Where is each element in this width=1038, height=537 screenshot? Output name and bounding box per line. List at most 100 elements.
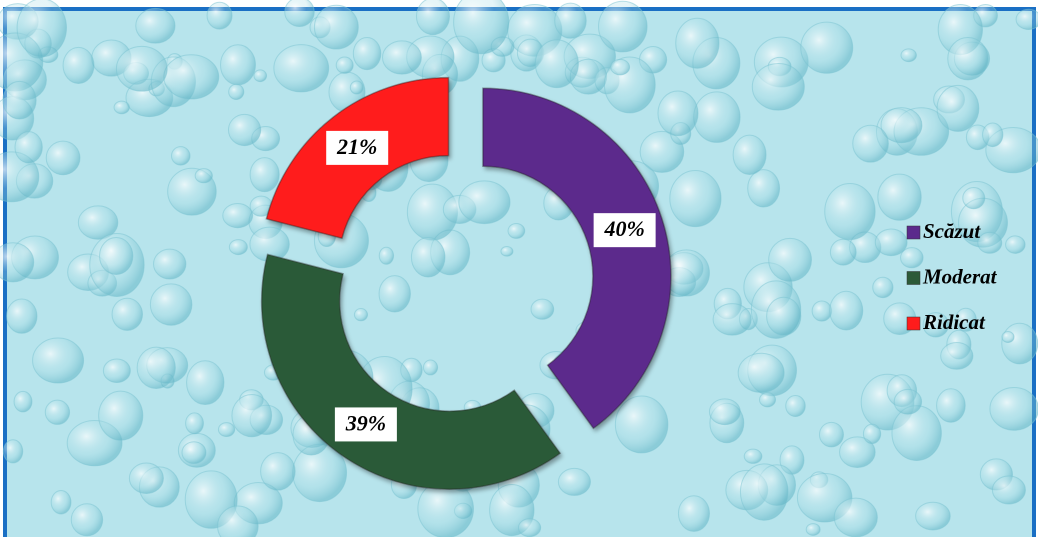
water-drop — [1016, 9, 1038, 29]
water-drop — [801, 22, 853, 73]
water-drop — [379, 276, 410, 312]
water-drop — [261, 453, 296, 490]
water-drop — [676, 18, 719, 68]
water-drop — [983, 123, 1003, 147]
water-drop — [863, 424, 880, 443]
water-drop — [51, 490, 71, 513]
water-drop — [694, 92, 740, 143]
water-drop — [171, 147, 190, 165]
water-drop — [819, 422, 843, 447]
water-drop — [878, 174, 921, 220]
water-drop — [7, 299, 37, 333]
water-drop — [990, 387, 1038, 430]
data-label: 40% — [603, 216, 644, 241]
water-drop — [350, 81, 363, 94]
water-drop — [416, 0, 449, 35]
water-drop — [116, 46, 167, 91]
water-drop — [103, 359, 130, 382]
water-drop — [830, 291, 863, 330]
water-drop — [963, 188, 985, 209]
water-drop — [195, 169, 212, 183]
water-drop — [825, 183, 875, 239]
water-drop — [207, 2, 232, 29]
water-drop — [558, 468, 590, 495]
water-drop — [599, 1, 648, 52]
water-drop — [136, 8, 175, 43]
water-drop — [164, 55, 219, 99]
water-drop — [892, 406, 941, 461]
water-drop — [786, 395, 806, 416]
water-drop — [740, 464, 788, 520]
legend-label: Scăzut — [923, 219, 981, 243]
water-drop — [501, 247, 513, 257]
water-drop — [379, 247, 393, 264]
water-drop — [285, 0, 314, 26]
water-drop — [221, 45, 256, 85]
water-drop — [670, 170, 721, 226]
water-drop — [611, 59, 630, 75]
water-drop — [1006, 236, 1025, 253]
water-drop — [46, 141, 80, 175]
water-drop — [14, 391, 32, 412]
water-drop — [1002, 332, 1014, 343]
water-drop — [254, 70, 267, 82]
water-drop — [853, 125, 889, 162]
water-drop — [767, 297, 801, 335]
water-drop — [518, 519, 540, 537]
water-drop — [228, 114, 260, 145]
water-drop — [738, 353, 784, 392]
water-drop — [873, 277, 893, 297]
water-drop — [678, 496, 709, 532]
water-drop — [129, 463, 163, 493]
water-drop — [114, 101, 129, 114]
water-drop — [274, 45, 329, 92]
legend-swatch — [907, 272, 920, 285]
legend-label: Ridicat — [922, 310, 986, 334]
water-drop — [229, 240, 247, 255]
water-drop — [3, 81, 36, 119]
water-drop — [744, 449, 762, 463]
water-drop — [508, 223, 525, 238]
water-drop — [875, 229, 907, 256]
water-drop — [658, 91, 698, 136]
water-drop — [250, 158, 279, 192]
water-drop — [223, 203, 253, 227]
water-drop — [314, 5, 358, 49]
page: {"chart_data": {"type": "doughnut", "cat… — [0, 0, 1038, 537]
water-drop — [100, 238, 133, 275]
water-drop — [71, 504, 102, 536]
water-drop — [709, 399, 740, 425]
water-drop — [218, 423, 234, 437]
data-label: 39% — [345, 410, 386, 435]
water-drop — [15, 132, 42, 163]
water-drop — [3, 440, 22, 463]
water-drop — [229, 84, 244, 99]
legend-swatch — [907, 317, 920, 330]
water-drop — [733, 135, 766, 174]
water-drop — [615, 396, 667, 453]
water-drop — [992, 476, 1025, 504]
water-drop — [353, 37, 380, 69]
water-drop — [894, 389, 921, 414]
water-drop — [769, 238, 812, 281]
water-drop — [154, 249, 186, 279]
water-drop — [137, 347, 175, 388]
water-drop — [806, 524, 820, 536]
water-drop — [531, 299, 554, 319]
data-label: 21% — [336, 134, 377, 159]
water-drop — [901, 49, 916, 62]
water-drop — [555, 3, 586, 38]
water-drop — [354, 309, 367, 321]
water-drop — [1002, 323, 1038, 364]
water-drop — [760, 393, 776, 407]
water-drop — [713, 304, 751, 336]
water-drop — [752, 63, 804, 110]
water-drop — [336, 57, 353, 73]
water-drop — [423, 360, 437, 375]
water-drop — [112, 298, 142, 330]
chart: 40% 39% 21% Scăzut Moderat Ridicat — [0, 0, 1038, 537]
legend-swatch — [907, 226, 920, 239]
water-drop — [459, 181, 510, 224]
legend-label: Moderat — [922, 264, 998, 288]
water-drop — [535, 40, 578, 88]
